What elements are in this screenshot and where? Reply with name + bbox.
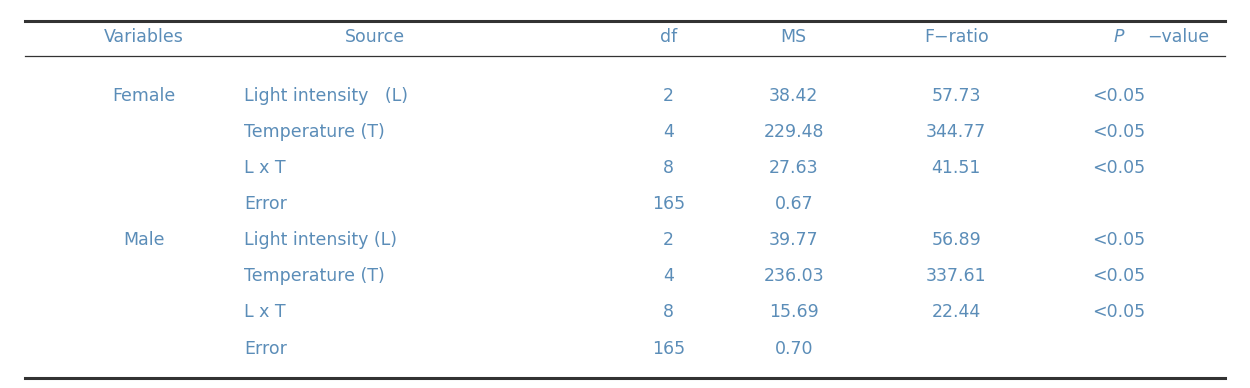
Text: <0.05: <0.05 (1092, 303, 1145, 322)
Text: 236.03: 236.03 (764, 267, 824, 285)
Text: 56.89: 56.89 (931, 231, 981, 249)
Text: Light intensity (L): Light intensity (L) (244, 231, 396, 249)
Text: 0.67: 0.67 (775, 195, 812, 213)
Text: 38.42: 38.42 (769, 87, 819, 105)
Text: 0.70: 0.70 (775, 340, 812, 358)
Text: Error: Error (244, 195, 286, 213)
Text: Source: Source (345, 28, 405, 46)
Text: Male: Male (122, 231, 165, 249)
Text: L x T: L x T (244, 159, 285, 177)
Text: 57.73: 57.73 (931, 87, 981, 105)
Text: 39.77: 39.77 (769, 231, 819, 249)
Text: 337.61: 337.61 (926, 267, 986, 285)
Text: <0.05: <0.05 (1092, 267, 1145, 285)
Text: −value: −value (1148, 28, 1210, 46)
Text: 165: 165 (652, 195, 685, 213)
Text: 8: 8 (664, 159, 674, 177)
Text: <0.05: <0.05 (1092, 87, 1145, 105)
Text: MS: MS (781, 28, 806, 46)
Text: Light intensity   (L): Light intensity (L) (244, 87, 408, 105)
Text: <0.05: <0.05 (1092, 123, 1145, 141)
Text: Variables: Variables (104, 28, 184, 46)
Text: 344.77: 344.77 (926, 123, 986, 141)
Text: 2: 2 (664, 231, 674, 249)
Text: Error: Error (244, 340, 286, 358)
Text: <0.05: <0.05 (1092, 231, 1145, 249)
Text: 22.44: 22.44 (931, 303, 981, 322)
Text: 8: 8 (664, 303, 674, 322)
Text: F−ratio: F−ratio (924, 28, 989, 46)
Text: Female: Female (112, 87, 175, 105)
Text: P: P (1114, 28, 1124, 46)
Text: 15.69: 15.69 (769, 303, 819, 322)
Text: 27.63: 27.63 (769, 159, 819, 177)
Text: 4: 4 (664, 123, 674, 141)
Text: <0.05: <0.05 (1092, 159, 1145, 177)
Text: df: df (660, 28, 678, 46)
Text: L x T: L x T (244, 303, 285, 322)
Text: 165: 165 (652, 340, 685, 358)
Text: Temperature (T): Temperature (T) (244, 267, 385, 285)
Text: 4: 4 (664, 267, 674, 285)
Text: 2: 2 (664, 87, 674, 105)
Text: Temperature (T): Temperature (T) (244, 123, 385, 141)
Text: 41.51: 41.51 (931, 159, 981, 177)
Text: 229.48: 229.48 (764, 123, 824, 141)
